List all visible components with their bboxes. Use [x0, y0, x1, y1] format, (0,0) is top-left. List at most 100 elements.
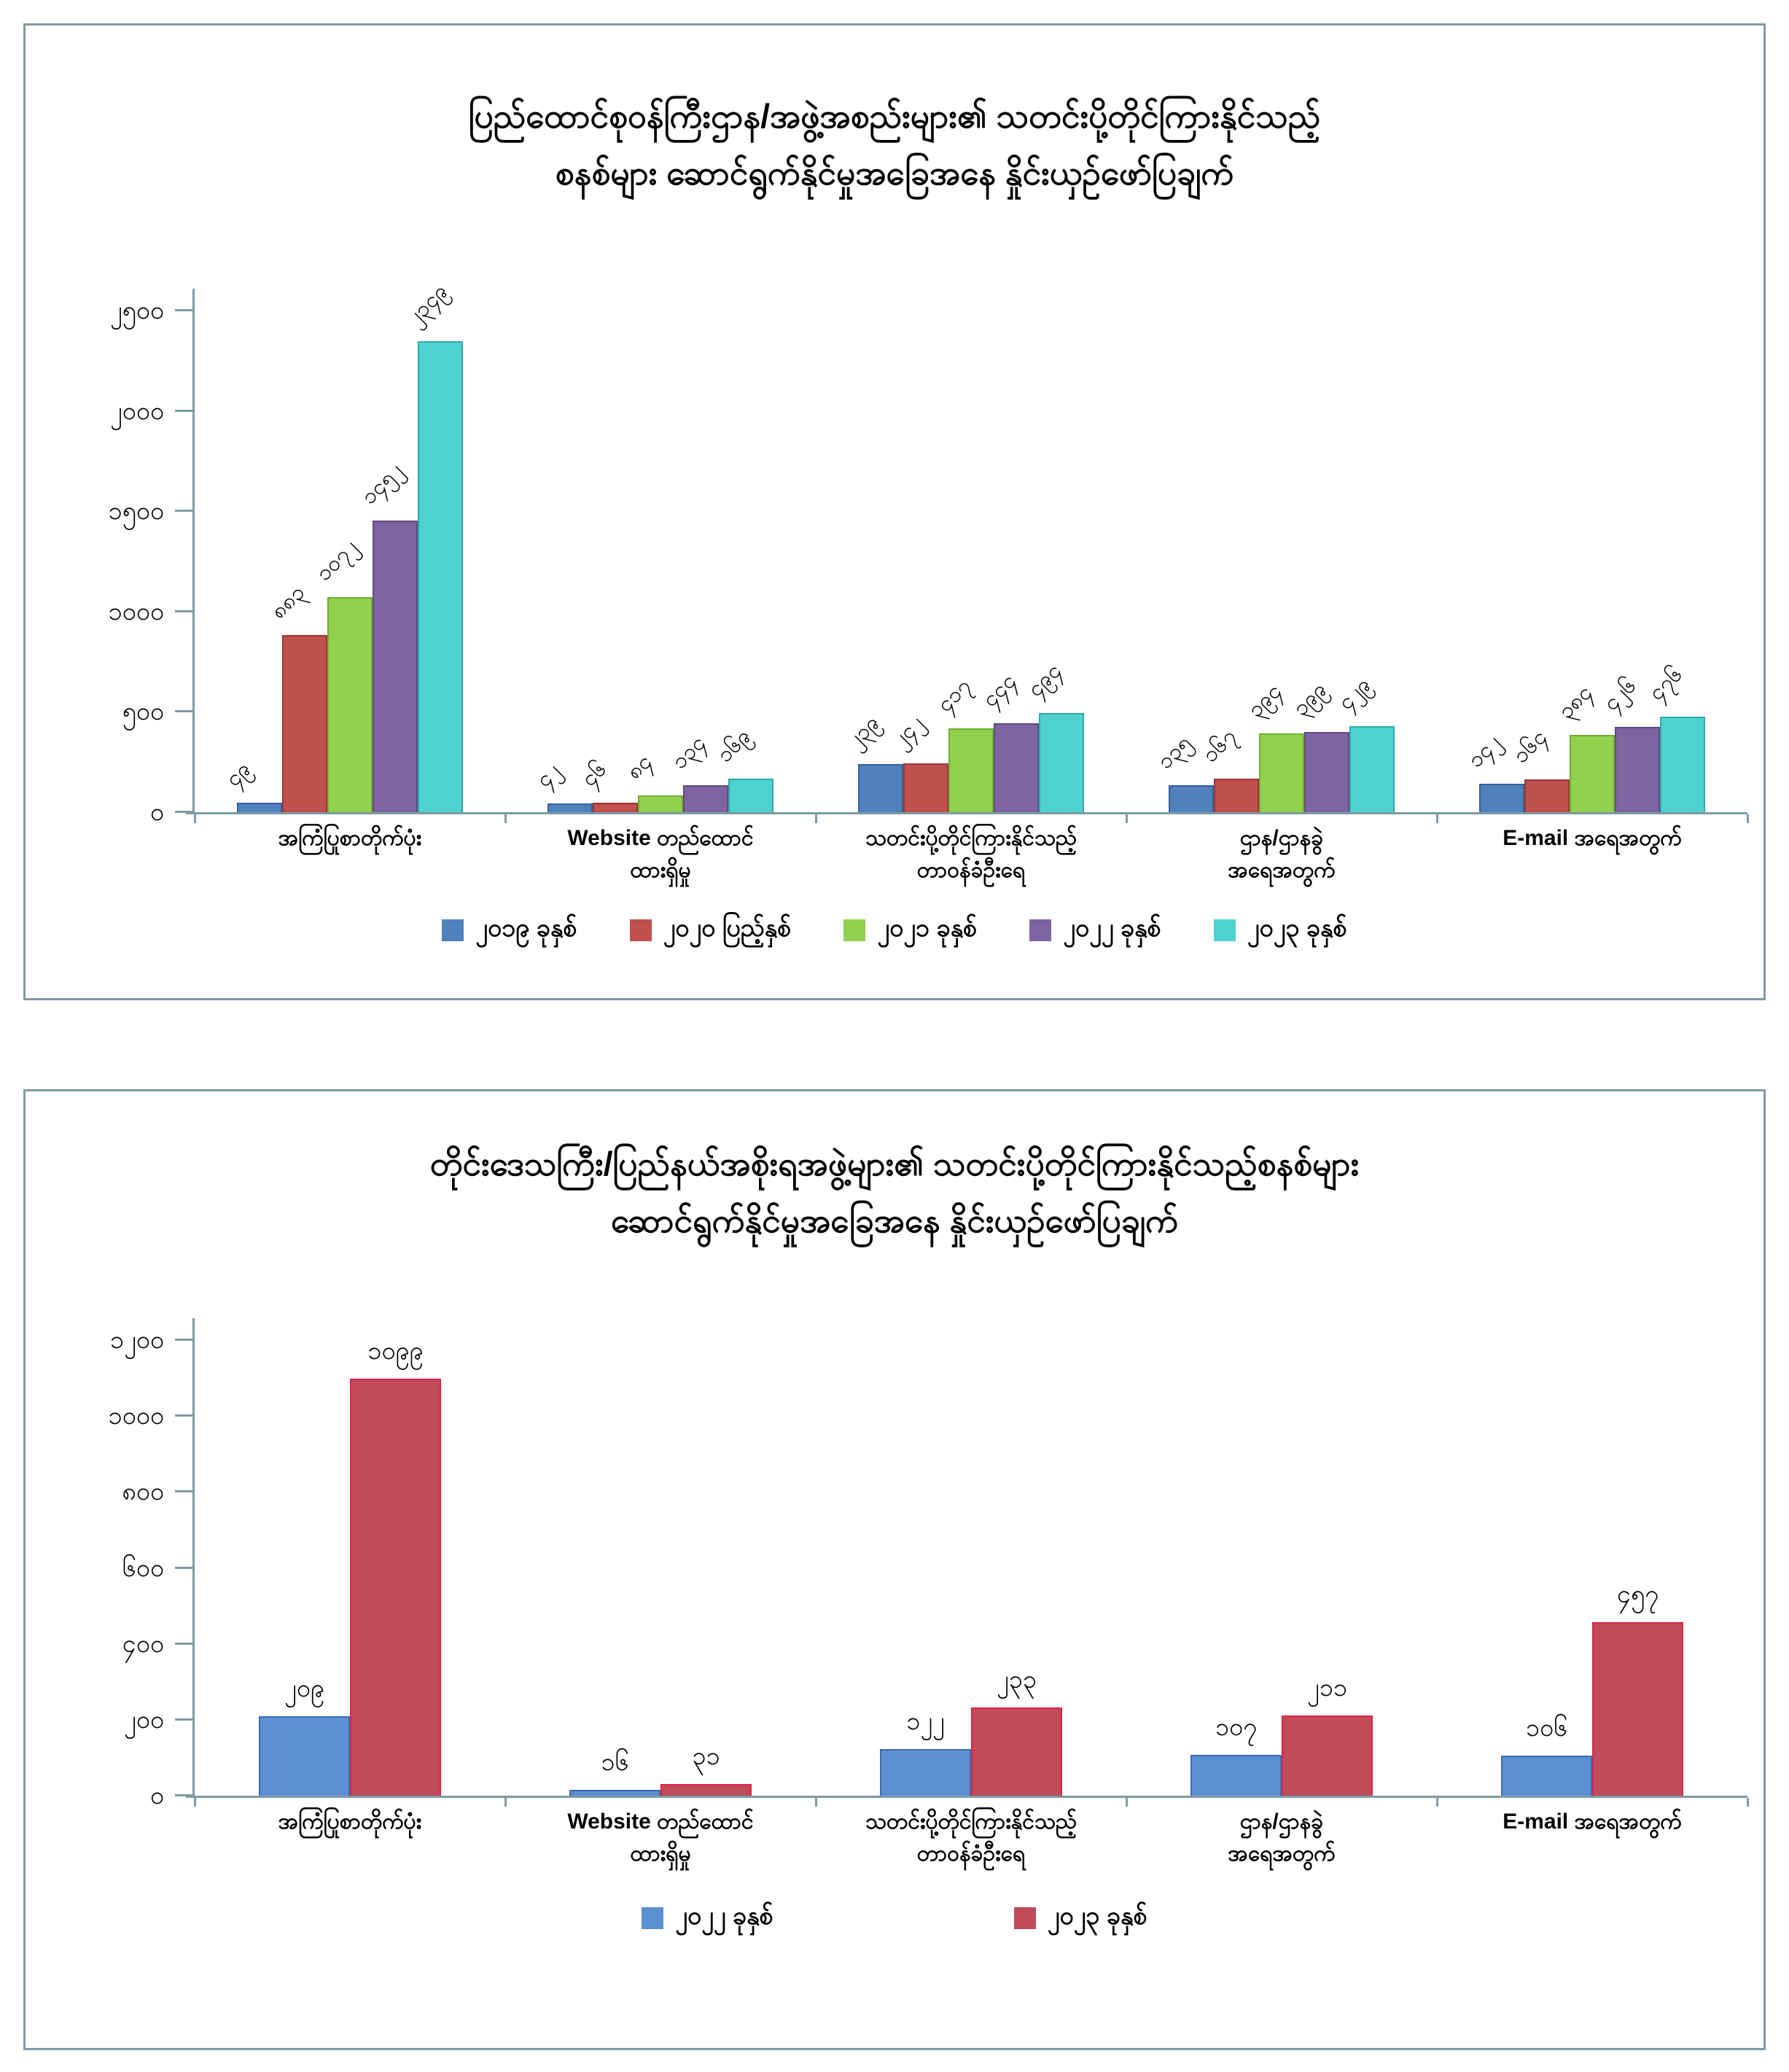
bar	[593, 803, 638, 812]
bar-value-label: ၁၀၉၉	[367, 1336, 424, 1365]
bar	[373, 521, 418, 812]
bar-value-label: ၄၂၆	[1599, 673, 1641, 716]
bar-slot: ၄၂	[531, 759, 593, 812]
bar	[683, 785, 728, 812]
bar-group: ၁၀၆ ၄၅၇	[1437, 1340, 1747, 1796]
y-tick	[175, 1414, 194, 1417]
y-tick	[175, 510, 194, 513]
category-label: အကြံပြုစာတိုက်ပုံး	[195, 822, 505, 887]
x-axis-group-tick	[815, 1798, 817, 1807]
bar-group: ၁၄၂ ၁၆၄ ၃၈၄ ၄၂၆ ၄၇၆	[1437, 311, 1747, 812]
category-label-line: သတင်းပို့တိုင်ကြားနိုင်သည့်	[865, 826, 1077, 850]
bar	[1190, 1755, 1282, 1796]
bar-slot: ၁၀၉၉	[350, 1337, 441, 1796]
bar	[1259, 733, 1304, 812]
bar-value-label: ၄၇၆	[1644, 662, 1688, 706]
bar	[1615, 726, 1660, 812]
bar-slot: ၁၆၉	[712, 724, 773, 812]
legend-label: ၂၀၂၂ ခုနှစ်	[675, 1902, 773, 1930]
x-axis-group-tick	[504, 1798, 507, 1807]
bar	[948, 728, 994, 812]
x-axis-group-tick	[194, 1798, 196, 1807]
chart-title-line-2: ဆောင်ရွက်နိုင်မှုအခြေအနေ နှိုင်းယှဉ်ဖော်…	[611, 1201, 1178, 1239]
x-axis-group-tick	[1126, 814, 1128, 823]
bar	[858, 764, 903, 812]
bar	[903, 763, 948, 812]
y-axis	[192, 1318, 195, 1796]
bar-value-label: ၁၃၄	[667, 731, 711, 774]
legend-label: ၂၀၁၉ ခုနှစ်	[475, 914, 577, 942]
bar-value-label: ၁၀၇၂	[311, 534, 362, 586]
y-tick-label: ၂၀၀၀	[109, 397, 164, 425]
bar-slot: ၁၃၅	[1153, 731, 1214, 812]
category-labels-row: အကြံပြုစာတိုက်ပုံး Website တည်ထောင် ထားရှိ…	[195, 1806, 1747, 1870]
bar-slot: ၃၁	[660, 1742, 752, 1796]
bar	[728, 778, 773, 812]
legend-label: ၂၀၂၃ ခုနှစ်	[1247, 914, 1347, 942]
y-tick	[175, 409, 194, 412]
bar-value-label: ၄၁၇	[932, 674, 976, 717]
bar-value-label: ၁၆	[601, 1748, 629, 1776]
bar-value-label: ၂၃၄၉	[402, 279, 453, 330]
category-label-line: အရေအတွက်	[1228, 858, 1336, 882]
category-label-line: ဌာန/ဌာနခွဲ	[1239, 1810, 1324, 1834]
bar-slot: ၂၃၄၉	[402, 279, 463, 812]
legend-item: ၂၀၂၁ ခုနှစ်	[843, 911, 977, 949]
x-axis-group-tick	[1126, 1798, 1128, 1807]
legend-swatch	[1029, 919, 1052, 941]
states-regions-chart-panel: တိုင်းဒေသကြီး/ပြည်နယ်အစိုးရအဖွဲ့များ၏ သတ…	[23, 1089, 1766, 2050]
legend-label: ၂၀၂၂ ခုနှစ်	[1063, 914, 1161, 942]
bar	[1304, 732, 1349, 812]
category-label-line: Website တည်ထောင်	[567, 1810, 754, 1834]
bar-slot: ၁၀၇	[1190, 1713, 1282, 1796]
bar-group: ၂၃၉ ၂၄၂ ၄၁၇ ၄၄၄ ၄၉၄	[816, 311, 1126, 812]
bar-value-label: ၁၄၂	[1463, 730, 1505, 773]
y-tick-label: ၀	[149, 798, 164, 826]
bar-slot: ၄၂၆	[1599, 673, 1660, 812]
bar-slot: ၄၂၉	[1333, 673, 1395, 812]
bar-slot: ၄၉၄	[1023, 658, 1084, 812]
x-axis-group-tick	[194, 814, 196, 823]
legend-swatch	[442, 919, 464, 941]
category-label-line: အရေအတွက်	[1228, 1842, 1336, 1866]
y-axis	[192, 289, 195, 812]
bar	[1524, 779, 1570, 812]
bar-value-label: ၄၉	[221, 756, 256, 791]
bar-value-label: ၄၄၄	[978, 669, 1021, 712]
bar-value-label: ၈၄	[622, 749, 657, 784]
plot-area: ၀၂၀၀ ၄၀၀ ၆၀၀ ၈၀၀ ၁၀၀၀ ၁၂၀၀ ၂၀၉ ၁၀၉၉ ၁၆ ၃၁ ၁၂၂ ၂၃၃ ၁၀…	[109, 1318, 1749, 1810]
bar-value-label: ၂၀၉	[284, 1675, 324, 1703]
category-label-line: သတင်းပို့တိုင်ကြားနိုင်သည့်	[865, 1810, 1077, 1834]
union-ministries-chart-panel: ပြည်ထောင်စုဝန်ကြီးဌာန/အဖွဲ့အစည်းများ၏ သတ…	[23, 23, 1766, 1000]
bar	[282, 635, 327, 812]
bar-value-label: ၁၆၄	[1508, 725, 1552, 768]
y-tick	[175, 811, 194, 813]
bar-value-label: ၃၉၄	[1243, 678, 1287, 722]
bar-slot: ၂၄၂	[887, 712, 948, 812]
bar-slot: ၁၄၅၂	[356, 459, 418, 812]
bar-slot: ၄၁၇	[932, 674, 994, 812]
x-axis-group-tick	[815, 814, 817, 823]
category-label-line: E-mail အရေအတွက်	[1502, 826, 1682, 850]
category-label-line: ဌာန/ဌာနခွဲ	[1239, 826, 1324, 850]
x-axis-group-tick	[1436, 814, 1438, 823]
bar	[327, 597, 373, 812]
y-tick	[175, 609, 194, 612]
bar-slot: ၄၅၇	[1592, 1581, 1683, 1796]
y-tick-label: ၁၂၀၀	[109, 1326, 164, 1354]
x-axis-group-tick	[1747, 1798, 1749, 1807]
x-axis-group-tick	[1436, 1798, 1438, 1807]
bar-value-label: ၃၉၉	[1288, 677, 1332, 721]
bar	[994, 723, 1039, 812]
x-axis-group-tick	[1747, 814, 1749, 823]
bar-slot: ၁၀၇၂	[311, 535, 373, 812]
bar-group: ၄၂ ၄၆ ၈၄ ၁၃၄ ၁၆၉	[505, 311, 816, 812]
bar-value-label: ၃၈၄	[1554, 680, 1597, 724]
y-tick-label: ၆၀၀	[122, 1554, 164, 1582]
category-label-line: ထားရှိမှု	[630, 1842, 691, 1866]
x-axis	[186, 1796, 1747, 1798]
bar-slot: ၄၆	[577, 757, 638, 812]
category-label: ဌာန/ဌာနခွဲအရေအတွက်	[1126, 1806, 1437, 1870]
category-label-line: ထားရှိမှု	[630, 858, 691, 882]
states-regions-bar-chart: ၀၂၀၀ ၄၀၀ ၆၀၀ ၈၀၀ ၁၀၀၀ ၁၂၀၀ ၂၀၉ ၁၀၉၉ ၁၆ ၃၁ ၁၂၂ ၂၃၃ ၁၀…	[26, 1318, 1763, 1936]
